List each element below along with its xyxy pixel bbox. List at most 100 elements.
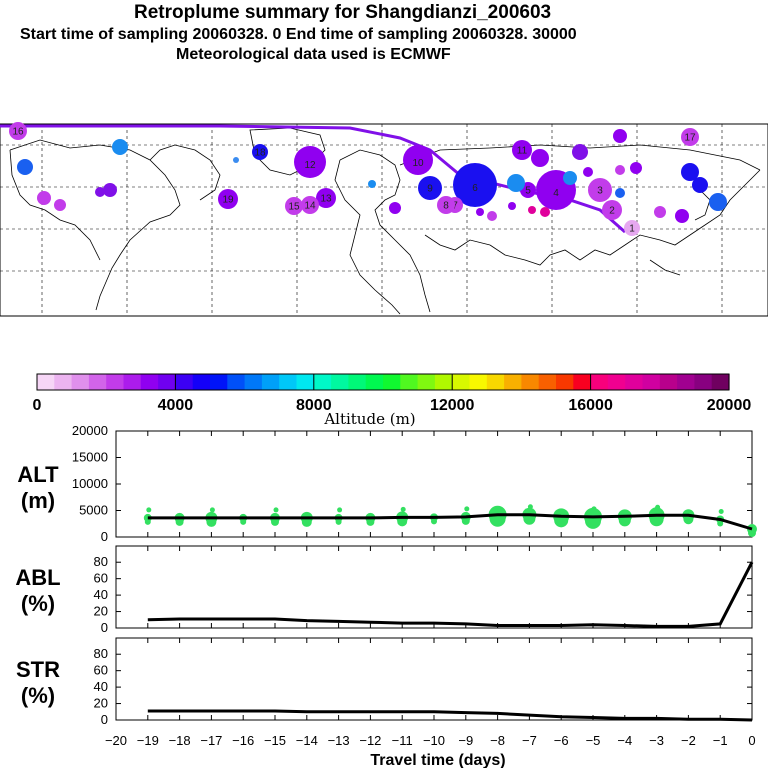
plume-bubble-day-13: 13 (316, 188, 336, 208)
altitude-blob (337, 507, 343, 513)
map-frame (0, 123, 768, 317)
plume-bubble-day-17: 17 (681, 128, 699, 146)
plume-dot (630, 162, 642, 174)
met-data-line: Meteorological data used is ECMWF (176, 46, 451, 63)
bubble-circle (9, 122, 27, 140)
altitude-blob (144, 518, 151, 525)
sampling-time-line: Start time of sampling 20060328. 0 End t… (20, 26, 577, 43)
colorbar-tick-label: 16000 (568, 397, 613, 414)
plume-bubble-day-16: 16 (9, 122, 27, 140)
y-tick-label: 0 (101, 712, 108, 727)
colorbar-swatch (573, 374, 592, 390)
x-tick-label: −10 (423, 733, 445, 748)
colorbar-swatch (486, 374, 505, 390)
altitude-panel: 0 5000 10000 15000 20000 ALT(m) (17, 423, 757, 544)
y-tick-label: 15000 (72, 450, 108, 465)
bubble-circle (602, 200, 622, 220)
plume-bubble-day-9: 9 (418, 176, 442, 200)
x-tick-label: −7 (522, 733, 537, 748)
time-series-panels: 05000100001500020000ALT(m)020406080ABL(%… (15, 423, 757, 768)
colorbar-swatch (417, 374, 436, 390)
plume-dot (572, 144, 588, 160)
altitude-blob (717, 520, 724, 527)
x-tick-label: −13 (328, 733, 350, 748)
bubble-circle (418, 176, 442, 200)
bubble-day-label: 3 (597, 186, 603, 197)
bubble-day-label: 2 (609, 206, 615, 217)
x-tick-label: −9 (458, 733, 473, 748)
plume-dot (37, 191, 51, 205)
y-tick-label: 0 (101, 620, 108, 635)
altitude-blob (585, 512, 601, 529)
bubble-day-label: 15 (288, 202, 300, 213)
bubble-day-label: 1 (629, 224, 635, 235)
bubble-circle (316, 188, 336, 208)
panel-label: ALT (17, 462, 59, 487)
plume-dot (476, 208, 484, 216)
altitude-blob (301, 516, 312, 527)
panel-label: STR (16, 657, 60, 682)
plume-bubble-day-3: 3 (588, 178, 612, 202)
bubble-day-label: 19 (222, 195, 234, 206)
colorbar-swatch (71, 374, 90, 390)
plume-bubble-day-18: 18 (252, 144, 268, 160)
series-line (147, 513, 753, 531)
colorbar-swatch (365, 374, 384, 390)
plume-dot (615, 188, 625, 198)
plume-dot (613, 129, 627, 143)
colorbar-swatch (123, 374, 142, 390)
series-line (147, 561, 754, 628)
x-tick-label: 0 (748, 733, 755, 748)
colorbar-tick-label: 8000 (296, 397, 332, 414)
bubble-circle (294, 146, 326, 178)
colorbar-swatch (642, 374, 661, 390)
colorbar-swatch (504, 374, 522, 390)
y-tick-label: 20 (94, 696, 108, 711)
bubble-circle (301, 196, 319, 214)
coastlines (9, 127, 761, 315)
panel-unit: (%) (21, 683, 55, 708)
colorbar-swatch (659, 374, 678, 390)
plume-dot (681, 163, 699, 181)
colorbar-swatch (607, 374, 626, 390)
bubble-circle (218, 189, 238, 209)
bubble-day-label: 17 (684, 133, 696, 144)
x-tick-label: −11 (392, 733, 413, 748)
altitude-blob (335, 518, 342, 525)
bubble-circle (588, 178, 612, 202)
x-tick-label: −4 (617, 733, 632, 748)
altitude-blob (366, 517, 375, 526)
bubble-circle (437, 196, 455, 214)
colorbar-tick-label: 12000 (430, 397, 475, 414)
plume-dot (54, 199, 66, 211)
colorbar-tick-label: 20000 (707, 397, 752, 414)
colorbar-swatch (279, 374, 298, 390)
plume-dot (709, 193, 727, 211)
bubble-circle (403, 145, 433, 175)
colorbar-tick-label: 4000 (158, 397, 194, 414)
bubble-day-label: 9 (427, 184, 433, 195)
colorbar-swatch (694, 374, 713, 390)
y-tick-label: 40 (94, 587, 108, 602)
altitude-colorbar: 0 4000 8000 12000 16000 20000 Altitude (m) (33, 373, 752, 428)
colorbar-axis-label: Altitude (m) (323, 410, 415, 428)
colorbar-swatch (383, 374, 401, 390)
y-tick-label: 20000 (72, 423, 108, 438)
x-tick-label: −20 (105, 733, 127, 748)
plume-dot (233, 157, 239, 163)
plume-dot (112, 139, 128, 155)
altitude-blob (209, 507, 215, 513)
colorbar-swatch (625, 374, 644, 390)
bubble-day-label: 10 (412, 158, 424, 169)
y-tick-label: 0 (101, 529, 108, 544)
bubble-day-label: 13 (320, 194, 332, 205)
x-axis-label: Travel time (days) (370, 752, 505, 768)
colorbar-swatch (227, 374, 246, 390)
altitude-blob (461, 516, 470, 525)
colorbar-swatch (400, 374, 419, 390)
altitude-blob (655, 504, 661, 510)
altitude-blob (240, 518, 247, 525)
plume-track (0, 124, 626, 234)
plume-dot (508, 202, 516, 210)
plume-dot (540, 207, 550, 217)
